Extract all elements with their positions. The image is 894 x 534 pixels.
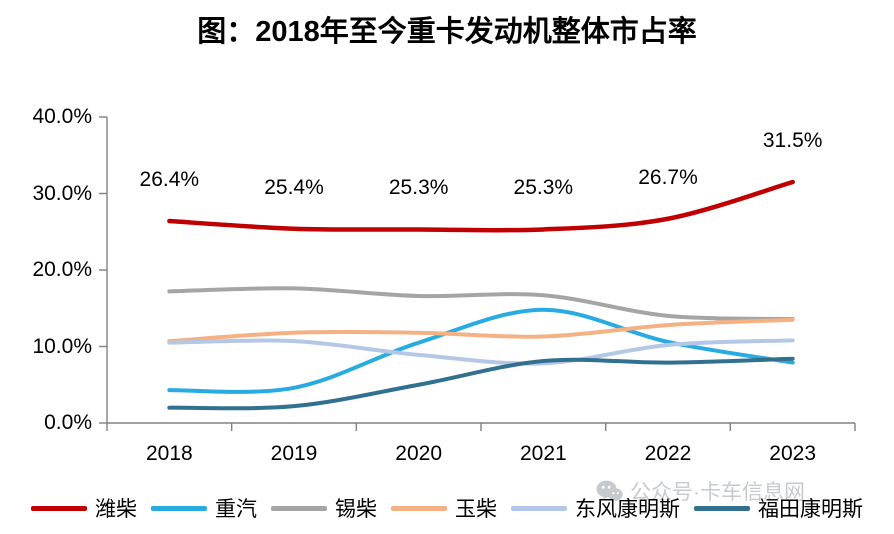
data-label: 25.4% bbox=[264, 175, 324, 199]
data-label: 31.5% bbox=[762, 129, 823, 153]
legend-label: 福田康明斯 bbox=[758, 498, 863, 521]
legend-swatch bbox=[391, 505, 447, 511]
series-line-东风康明斯 bbox=[167, 338, 795, 366]
series-line-潍柴 bbox=[167, 179, 795, 233]
series-line-玉柴 bbox=[167, 317, 795, 344]
x-axis-tick-label: 2018 bbox=[145, 442, 193, 465]
wechat-icon bbox=[596, 480, 623, 501]
watermark: 公众号·卡车信息网 bbox=[596, 476, 805, 506]
data-label: 25.3% bbox=[513, 176, 574, 200]
x-axis-tick-label: 2022 bbox=[644, 442, 692, 465]
legend-label: 锡柴 bbox=[335, 498, 377, 521]
legend-swatch bbox=[151, 505, 207, 511]
series-line-锡柴 bbox=[167, 286, 795, 321]
x-axis-tick-label: 2019 bbox=[270, 442, 318, 465]
y-axis-tick-label: 30.0% bbox=[32, 181, 92, 205]
chart-title: 图：2018年至今重卡发动机整体市占率 bbox=[197, 16, 697, 48]
x-axis-tick-label: 2020 bbox=[395, 442, 443, 465]
legend-swatch bbox=[271, 505, 327, 511]
y-axis-tick-label: 0.0% bbox=[44, 411, 92, 434]
legend-label: 重汽 bbox=[215, 498, 257, 521]
legend-item-潍柴: 潍柴 bbox=[31, 493, 137, 523]
y-axis-tick-label: 40.0% bbox=[32, 105, 92, 128]
legend-item-东风康明斯: 东风康明斯 bbox=[511, 493, 680, 523]
series-line-福田康明斯 bbox=[167, 356, 795, 411]
legend-swatch bbox=[511, 505, 567, 511]
legend-item-重汽: 重汽 bbox=[151, 493, 257, 523]
legend-item-玉柴: 玉柴 bbox=[391, 493, 497, 523]
watermark-text: 公众号·卡车信息网 bbox=[630, 481, 805, 504]
chart-legend: 潍柴 重汽 锡柴 玉柴 东风康明斯 福田康明斯 bbox=[0, 493, 894, 523]
y-axis-tick-label: 20.0% bbox=[32, 258, 92, 281]
data-label: 26.7% bbox=[638, 165, 698, 189]
legend-label: 玉柴 bbox=[455, 498, 497, 521]
x-axis-tick-label: 2021 bbox=[519, 442, 567, 465]
legend-item-福田康明斯: 福田康明斯 bbox=[694, 493, 863, 523]
legend-swatch bbox=[31, 505, 87, 511]
x-axis-tick-label: 2023 bbox=[769, 442, 817, 465]
data-label: 26.4% bbox=[139, 168, 200, 192]
legend-label: 潍柴 bbox=[95, 498, 137, 521]
legend-item-锡柴: 锡柴 bbox=[271, 493, 377, 523]
data-label: 25.3% bbox=[388, 176, 449, 200]
legend-swatch bbox=[694, 505, 750, 511]
legend-label: 东风康明斯 bbox=[575, 498, 680, 521]
y-axis-tick-label: 10.0% bbox=[32, 334, 92, 358]
